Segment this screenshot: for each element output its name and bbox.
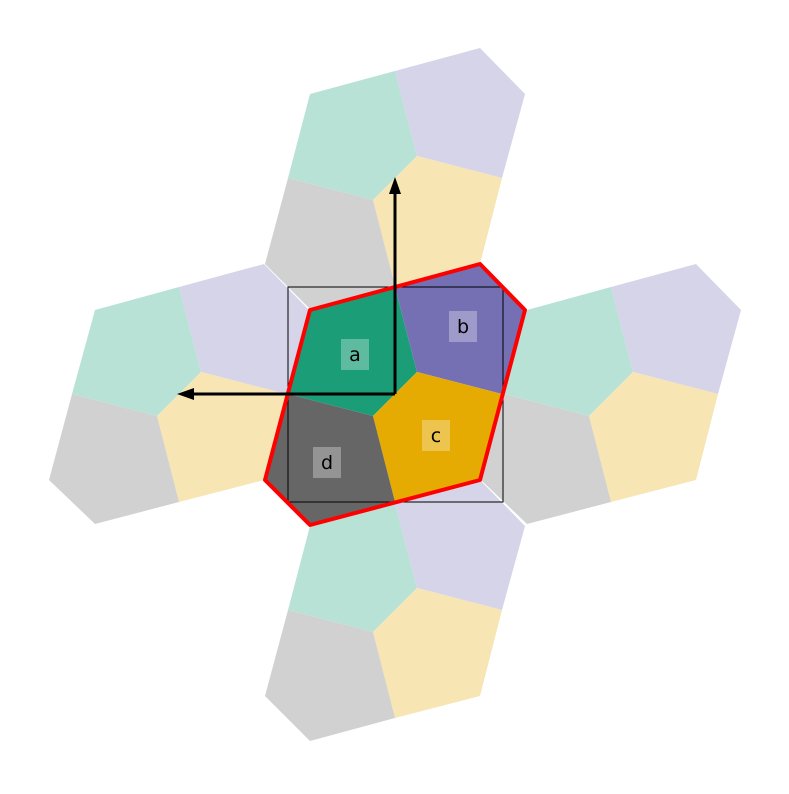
tile-d: [265, 394, 395, 525]
tile-a-faded: [504, 287, 633, 416]
label-d-text: d: [321, 452, 333, 474]
tile-d-faded: [265, 178, 395, 309]
neighbor-cell-right: [481, 264, 741, 524]
tile-b: [395, 264, 525, 394]
tile-b-faded: [395, 48, 525, 178]
tile-c-faded: [157, 372, 286, 502]
label-a: a: [341, 339, 369, 370]
label-b: b: [449, 311, 477, 342]
tile-b-faded: [611, 264, 741, 394]
tile-a-faded: [288, 71, 417, 200]
tile-b-faded: [395, 480, 525, 610]
label-a-text: a: [349, 344, 361, 366]
tile-c-faded: [373, 588, 502, 718]
tile-a-faded: [288, 503, 417, 632]
neighbor-cell-left: [49, 264, 309, 524]
neighbor-cell-top: [265, 48, 525, 309]
arrow-left-head: [177, 388, 194, 400]
tile-a: [288, 287, 417, 416]
label-d: d: [313, 447, 341, 478]
tile-labels: a b c d: [313, 311, 477, 478]
tile-c-faded: [373, 156, 502, 286]
tile-c: [373, 372, 502, 502]
tile-b-faded: [179, 264, 309, 394]
tile-d-faded: [265, 610, 395, 741]
lattice-vectors: [177, 177, 401, 400]
arrow-up-head: [389, 177, 401, 194]
label-c-text: c: [431, 425, 441, 447]
neighbor-cells: [49, 48, 741, 741]
tile-d-faded: [481, 394, 611, 524]
unit-cell: [265, 264, 525, 525]
label-b-text: b: [457, 316, 469, 338]
tile-a-faded: [72, 287, 201, 416]
label-c: c: [422, 420, 450, 451]
tile-d-faded: [49, 394, 179, 524]
cell-outline: [263, 262, 527, 527]
tile-c-faded: [589, 372, 718, 502]
neighbor-cell-bottom: [265, 480, 525, 741]
